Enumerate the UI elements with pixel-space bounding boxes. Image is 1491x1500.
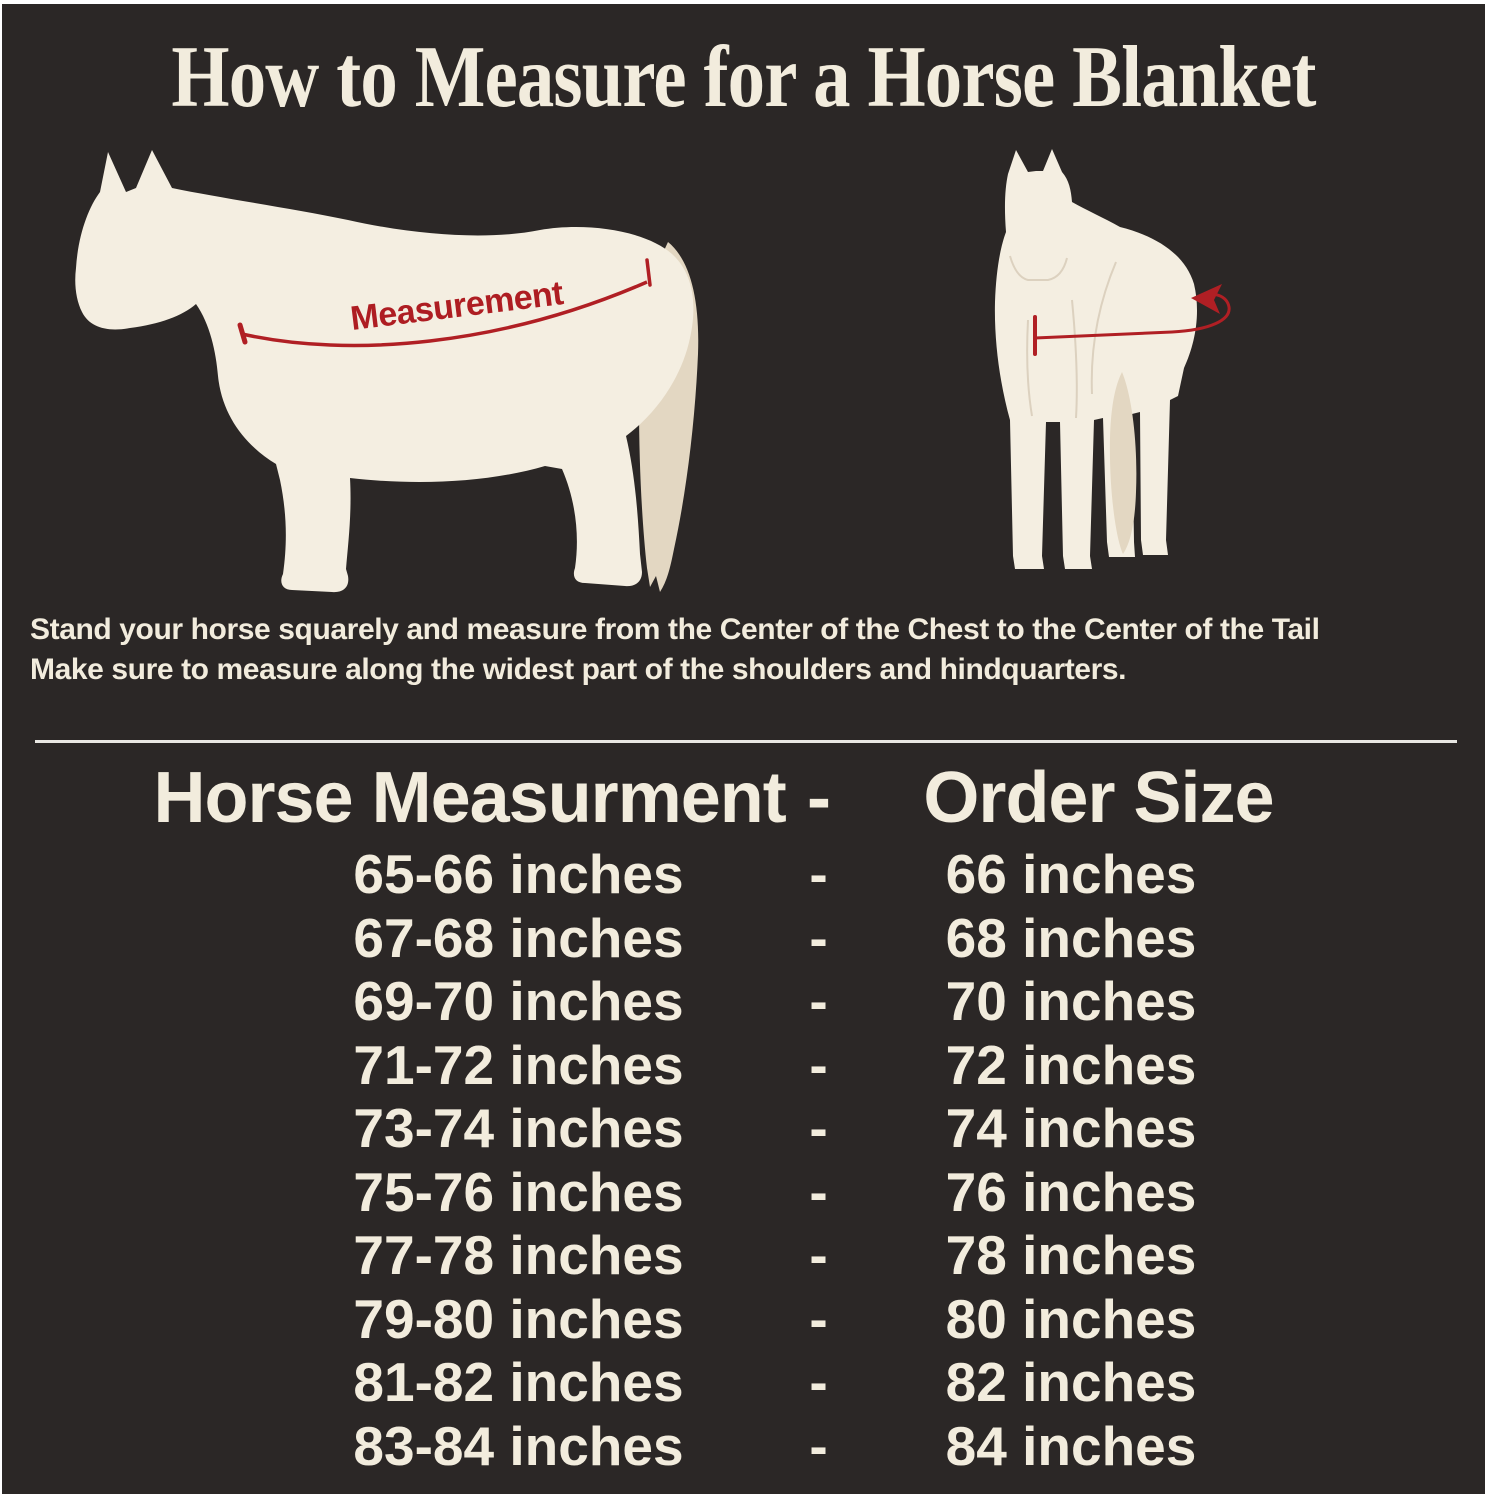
measurement-end-tick — [645, 258, 652, 287]
horse-measurement-value: 65-66 inches — [353, 843, 684, 905]
row-separator: - — [809, 1033, 828, 1096]
section-divider — [35, 740, 1457, 743]
horse-measurement-value: 71-72 inches — [353, 1033, 684, 1096]
instructions-line-2: Make sure to measure along the widest pa… — [30, 653, 1127, 686]
horse-measurement-value: 79-80 inches — [353, 1287, 684, 1350]
horse-measurement-value: 67-68 inches — [353, 906, 684, 969]
size-table: Horse Measurment - Order Size 65-66 inch… — [154, 754, 1334, 1477]
horse-front-view-illustration — [994, 149, 1231, 569]
order-size-value: 70 inches — [945, 970, 1197, 1032]
infographic-canvas: How to Measure for a Horse Blanket Measu… — [2, 4, 1485, 1494]
row-separator: - — [809, 1414, 828, 1477]
size-table-row: 83-84 inches - 84 inches — [154, 1414, 1334, 1478]
body-contour-lines — [1009, 255, 1117, 419]
header-horse-measurement: Horse Measurment — [153, 758, 787, 838]
girth-arrowhead — [1191, 284, 1222, 314]
row-separator: - — [809, 1160, 828, 1223]
horse-body-silhouette — [75, 150, 694, 593]
size-table-row: 79-80 inches - 80 inches — [154, 1287, 1334, 1351]
horse-measurement-value: 69-70 inches — [353, 970, 684, 1032]
size-table-row: 67-68 inches - 68 inches — [154, 906, 1334, 970]
horse-measurement-value: 77-78 inches — [353, 1224, 684, 1286]
order-size-value: 66 inches — [945, 843, 1197, 905]
order-size-value: 84 inches — [945, 1414, 1197, 1477]
row-separator: - — [809, 1224, 828, 1286]
page-title: How to Measure for a Horse Blanket — [171, 29, 1316, 126]
instructions-block: Stand your horse squarely and measure fr… — [30, 610, 1465, 690]
order-size-value: 68 inches — [945, 906, 1197, 969]
size-table-row: 73-74 inches - 74 inches — [154, 1096, 1334, 1160]
order-size-value: 72 inches — [945, 1033, 1197, 1096]
size-table-row: 75-76 inches - 76 inches — [154, 1160, 1334, 1224]
size-table-row: 65-66 inches - 66 inches — [154, 842, 1334, 906]
size-table-header: Horse Measurment - Order Size — [154, 754, 1334, 842]
order-size-value: 82 inches — [945, 1351, 1197, 1413]
horse-measurement-value: 83-84 inches — [353, 1414, 684, 1477]
horse-front-tail — [1109, 372, 1137, 554]
horse-measurement-value: 75-76 inches — [353, 1160, 684, 1223]
row-separator: - — [809, 1097, 828, 1159]
row-separator: - — [809, 1351, 828, 1413]
horse-front-body-silhouette — [994, 149, 1198, 569]
size-table-row: 69-70 inches - 70 inches — [154, 969, 1334, 1033]
size-table-row: 81-82 inches - 82 inches — [154, 1350, 1334, 1414]
size-table-row: 77-78 inches - 78 inches — [154, 1223, 1334, 1287]
measurement-line — [241, 280, 648, 348]
header-order-size: Order Size — [923, 758, 1274, 838]
row-separator: - — [809, 1287, 828, 1350]
order-size-value: 76 inches — [945, 1160, 1197, 1223]
horse-measurement-value: 81-82 inches — [353, 1351, 684, 1413]
horse-measurement-value: 73-74 inches — [353, 1097, 684, 1159]
row-separator: - — [809, 843, 828, 905]
size-table-row: 71-72 inches - 72 inches — [154, 1033, 1334, 1097]
instructions-line-1: Stand your horse squarely and measure fr… — [30, 613, 1320, 646]
horse-side-view-illustration: Measurement — [75, 150, 699, 593]
row-separator: - — [809, 906, 828, 969]
order-size-value: 74 inches — [945, 1097, 1197, 1159]
order-size-value: 80 inches — [945, 1287, 1197, 1350]
header-separator: - — [807, 758, 831, 838]
order-size-value: 78 inches — [945, 1224, 1197, 1286]
size-table-rows: 65-66 inches - 66 inches 67-68 inches - … — [154, 842, 1334, 1477]
row-separator: - — [809, 970, 828, 1032]
